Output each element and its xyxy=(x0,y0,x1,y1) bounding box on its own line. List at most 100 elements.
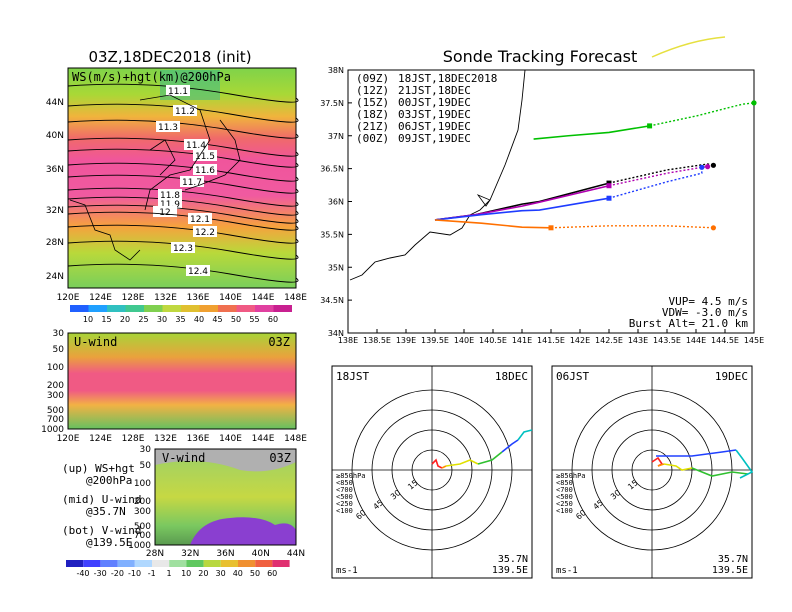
ws-colorbar-tick: 45 xyxy=(212,315,222,324)
ws-colorbar-tick: 15 xyxy=(101,315,111,324)
uwind-p-tick: 500 xyxy=(47,406,64,416)
uwind-lon-tick: 144E xyxy=(252,434,275,444)
uwind-time: 03Z xyxy=(268,335,290,349)
vwind-grey-region xyxy=(155,449,296,472)
track-lat-tick: 35N xyxy=(328,263,344,272)
uwind-lon-tick: 140E xyxy=(219,434,242,444)
uwind-lon-tick: 128E xyxy=(122,434,145,444)
vwind-colorbar-tick: -30 xyxy=(94,569,107,578)
hodograph-trace xyxy=(501,439,519,453)
track-burst-marker xyxy=(606,195,612,201)
vwind-colorbar-swatch xyxy=(203,560,221,567)
track-lon-tick: 138.5E xyxy=(363,336,391,345)
vwind-colorbar-tick: 1 xyxy=(166,569,171,578)
track-lon-tick: 139E xyxy=(396,336,416,345)
ws-colorbar-swatch xyxy=(218,305,237,312)
track-legend-code: (15Z) xyxy=(356,96,389,109)
track-legend-text: 06JST,19DEC xyxy=(398,120,471,133)
decorative-stroke xyxy=(651,36,726,58)
uwind-p-tick: 700 xyxy=(47,415,64,425)
track-lat-tick: 35.5N xyxy=(320,230,344,239)
hodograph-trace xyxy=(431,458,443,469)
contour-line xyxy=(67,119,299,139)
map-lon-tick: 124E xyxy=(89,293,112,303)
track-coastline xyxy=(349,69,526,281)
map-lon-tick: 140E xyxy=(219,293,242,303)
track-lat-tick: 36N xyxy=(328,198,344,207)
track-legend-text: 09JST,19DEC xyxy=(398,132,471,145)
hodograph-time-label: 18JST xyxy=(336,370,369,383)
vwind-colorbar-tick: 20 xyxy=(198,569,208,578)
uwind-label: U-wind xyxy=(74,335,117,349)
ws-lat-ticks: 44N 40N 36N 32N 28N 24N xyxy=(46,98,64,282)
ws-map-panel: 11.1 11.2 11.3 11.411.5 11.6 11.711.811.912 12… xyxy=(46,67,308,324)
hodograph-level-label: <100 xyxy=(556,507,573,515)
track-panel: 38N 37.5N 37N 36.5N 36N 35.5N 35N 34.5N 34N 138E… xyxy=(320,66,764,345)
hodograph-level-label: <850 xyxy=(556,479,573,487)
contour-label: 11.8 xyxy=(160,191,180,201)
hodograph-level-label: <700 xyxy=(556,486,573,494)
vwind-colorbar-tick: 30 xyxy=(216,569,226,578)
track-ascent-line xyxy=(434,197,610,221)
contour-label-bg xyxy=(180,176,204,187)
vwind-colorbar-tick: -1 xyxy=(148,569,156,578)
track-legend-text: 00JST,19DEC xyxy=(398,96,471,109)
ws-colorbar-tick: 20 xyxy=(120,315,130,324)
hodograph-trace xyxy=(735,449,754,479)
left-title: 03Z,18DEC2018 (init) xyxy=(88,48,251,66)
contour-line xyxy=(67,148,299,168)
track-lon-tick: 145E xyxy=(744,336,764,345)
track-legend-code: (18Z) xyxy=(356,108,389,121)
track-lon-tick: 140.5E xyxy=(479,336,507,345)
legend-mid: (mid) U-wind xyxy=(62,493,141,506)
uwind-lon-tick: 132E xyxy=(154,434,177,444)
vwind-colorbar-tick: 10 xyxy=(181,569,191,578)
track-frame xyxy=(347,69,755,334)
track-lines xyxy=(434,100,757,231)
track-lat-tick: 37N xyxy=(328,132,344,141)
hodograph-units: ms-1 xyxy=(336,566,358,576)
uwind-lon-tick: 136E xyxy=(187,434,210,444)
hodograph-trace xyxy=(663,463,693,471)
track-lon-tick: 141E xyxy=(512,336,532,345)
hodograph-lat: 35.7N xyxy=(498,554,528,565)
track-lat-tick: 38N xyxy=(328,66,344,75)
ws-colorbar-swatch xyxy=(125,305,144,312)
vwind-colorbar-tick: 50 xyxy=(250,569,260,578)
vdw-param: VDW= -3.0 m/s xyxy=(662,306,748,319)
track-legend: (09Z) 18JST,18DEC2018 (12Z) 21JST,18DEC (15Z… xyxy=(356,72,497,145)
vwind-colorbar-tick: -10 xyxy=(128,569,141,578)
vwind-colorbar-swatch xyxy=(117,560,135,567)
track-ascent-line xyxy=(434,219,552,229)
contour-label-bg xyxy=(166,85,190,96)
map-lat-tick: 44N xyxy=(46,98,64,108)
vwind-p-tick: 300 xyxy=(134,507,151,517)
vwind-colorbar-swatch xyxy=(152,560,170,567)
contour-label-bg xyxy=(153,206,177,217)
track-lat-ticks: 38N 37.5N 37N 36.5N 36N 35.5N 35N 34.5N 34N xyxy=(320,66,352,338)
vwind-p-tick: 500 xyxy=(134,522,151,532)
track-lat-tick: 34.5N xyxy=(320,296,344,305)
hodograph-ring xyxy=(411,449,453,491)
track-lat-tick: 37.5N xyxy=(320,99,344,108)
map-lat-tick: 28N xyxy=(46,238,64,248)
track-legend-text: 21JST,18DEC xyxy=(398,84,471,97)
vwind-lat-ticks: 28N 32N 36N 40N 44N xyxy=(146,549,305,559)
legend-bot: (bot) V-wind xyxy=(62,524,141,537)
hodograph-ring xyxy=(391,429,473,511)
vwind-colorbar-tick: 40 xyxy=(233,569,243,578)
ws-panel-label: WS(m/s)+hgt(km)@200hPa xyxy=(72,70,231,84)
track-legend-code: (12Z) xyxy=(356,84,389,97)
hodograph-units: ms-1 xyxy=(556,566,578,576)
track-lon-tick: 140E xyxy=(454,336,474,345)
hodograph-lat: 35.7N xyxy=(718,554,748,565)
track-lon-tick: 141.5E xyxy=(537,336,565,345)
contour-label-bg xyxy=(158,189,182,200)
ws-colorbar-swatch xyxy=(70,305,89,312)
contour-line xyxy=(67,196,299,216)
ws-lon-ticks: 120E 124E 128E 132E 136E 140E 144E 148E xyxy=(57,293,308,303)
vwind-label: V-wind xyxy=(162,451,205,465)
hodograph-trace xyxy=(477,451,503,465)
hodograph-lon: 139.5E xyxy=(492,565,528,576)
